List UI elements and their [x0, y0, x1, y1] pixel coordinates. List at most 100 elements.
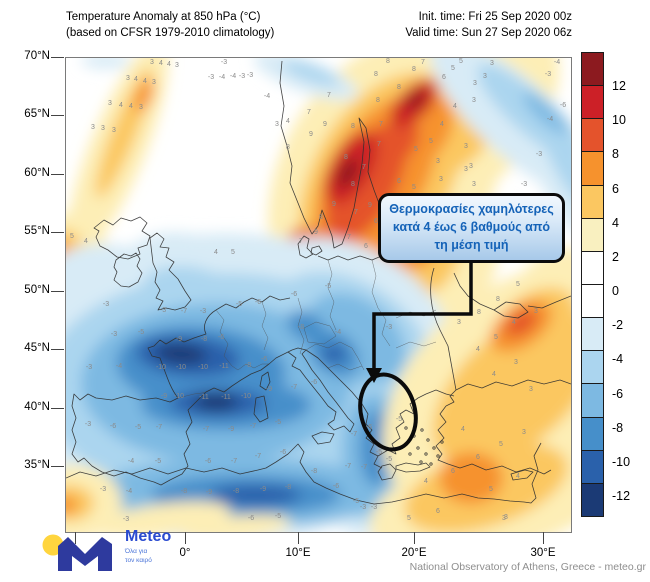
map-value-label: 5 [459, 58, 463, 65]
map-value-label: 3 [464, 166, 468, 173]
map-value-label: -3 [200, 308, 206, 315]
map-value-label: 3 [101, 125, 105, 132]
lat-axis-label: 40°N [24, 400, 50, 413]
map-value-label: -3 [521, 181, 527, 188]
lat-axis-label: 65°N [24, 108, 50, 121]
map-value-label: 4 [492, 371, 496, 378]
map-value-label: -8 [311, 468, 317, 475]
map-value-label: 7 [347, 234, 351, 241]
lat-axis-tick [51, 232, 64, 234]
colorbar-segment [581, 482, 604, 517]
map-value-label: 7 [327, 92, 331, 99]
lon-axis-tick [185, 532, 186, 544]
map-value-label: -4 [547, 116, 553, 123]
map-value-label: -6 [311, 379, 317, 386]
map-value-label: 9 [368, 202, 372, 209]
map-value-label: 3 [483, 73, 487, 80]
map-value-label: -7 [156, 424, 162, 431]
map-value-label: -4 [335, 329, 341, 336]
meteo-logo-mark [42, 534, 112, 571]
logo-tagline: Όλα για τον καιρό [125, 547, 152, 564]
map-value-label: -6 [291, 291, 297, 298]
map-value-label: -6 [560, 102, 566, 109]
map-value-label: -9 [260, 486, 266, 493]
map-value-label: 3 [439, 176, 443, 183]
map-value-label: 3 [490, 60, 494, 67]
map-value-label: -3 [386, 324, 392, 331]
map-value-label: -8 [233, 488, 239, 495]
map-value-label: -3 [100, 486, 106, 493]
map-value-label: 8 [286, 144, 290, 151]
colorbar-segment [581, 118, 604, 153]
lat-axis-tick [51, 290, 64, 292]
map-value-label: -7 [345, 463, 351, 470]
colorbar-tick-label: 4 [612, 215, 619, 230]
map-value-label: -9 [228, 426, 234, 433]
valid-time: Valid time: Sun 27 Sep 2020 06z [405, 26, 572, 39]
map-value-label: 3 [126, 75, 130, 82]
map-value-label: -6 [255, 299, 261, 306]
map-value-label: -7 [181, 308, 187, 315]
map-value-label: 6 [436, 508, 440, 515]
lat-axis-tick [51, 115, 64, 117]
map-value-label: -9 [266, 386, 272, 393]
colorbar-tick-label: 8 [612, 147, 619, 162]
map-value-label: 3 [504, 514, 508, 521]
map-value-label: 4 [516, 473, 520, 480]
map-value-label: -11 [221, 394, 231, 401]
colorbar-segment [581, 416, 604, 451]
map-value-label: 5 [494, 334, 498, 341]
map-value-label: 3 [469, 163, 473, 170]
map-value-label: -10 [198, 364, 208, 371]
colorbar-tick-label: -4 [612, 352, 624, 367]
colorbar-tick-label: 6 [612, 181, 619, 196]
map-value-label: 4 [512, 319, 516, 326]
map-value-label: -5 [236, 301, 242, 308]
map-value-label: -5 [275, 513, 281, 520]
map-value-label: 4 [476, 346, 480, 353]
colorbar-tick-label: 12 [612, 79, 626, 94]
colorbar-tick-label: -12 [612, 488, 631, 503]
lon-axis-tick [298, 532, 299, 544]
map-value-label: -6 [218, 334, 224, 341]
map-value-label: 3 [514, 359, 518, 366]
map-canvas: 3 4 4 3 3 4 4 3 3 4 4 3 3 3 3 5 4 -3 -3 -4 -4 -3 -3 -4 8 7 5 3 8 5 8 6 3… [65, 57, 572, 533]
map-value-label: 4 [129, 103, 133, 110]
map-value-label: 4 [167, 61, 171, 68]
map-value-label: -8 [285, 484, 291, 491]
colorbar-tick-label: -8 [612, 420, 624, 435]
map-value-label: 3 [108, 100, 112, 107]
anomaly-field [66, 58, 571, 532]
lon-axis-label: 30°E [530, 547, 556, 559]
lat-axis-label: 60°N [24, 166, 50, 179]
map-value-label: 6 [451, 468, 455, 475]
colorbar-segment [581, 449, 604, 484]
run-time-block: Init. time: Fri 25 Sep 2020 00z Valid ti… [405, 10, 572, 41]
map-value-label: -6 [261, 356, 267, 363]
logo-brand: Meteo [125, 528, 172, 545]
map-value-label: -6 [110, 423, 116, 430]
map-value-label: 4 [286, 118, 290, 125]
map-value-label: -3 [360, 504, 366, 511]
colorbar [581, 52, 604, 517]
map-value-label: 4 [453, 103, 457, 110]
map-value-label: 3 [472, 97, 476, 104]
map-value-label: 7 [307, 109, 311, 116]
map-value-label: 8 [477, 309, 481, 316]
map-value-label: -9 [176, 336, 182, 343]
lat-axis-label: 70°N [24, 50, 50, 62]
map-value-label: -6 [248, 515, 254, 522]
map-value-label: 4 [134, 76, 138, 83]
map-value-label: -8 [245, 362, 251, 369]
map-value-label: 8 [386, 58, 390, 65]
map-value-label: 3 [112, 127, 116, 134]
map-value-label: -6 [366, 424, 372, 431]
colorbar-segment [581, 383, 604, 418]
map-value-label: 3 [529, 386, 533, 393]
lat-axis-tick [51, 349, 64, 351]
map-value-label: 3 [150, 59, 154, 66]
colorbar-segment [581, 184, 604, 219]
map-value-label: -7 [255, 453, 261, 460]
map-value-label: 8 [319, 214, 323, 221]
